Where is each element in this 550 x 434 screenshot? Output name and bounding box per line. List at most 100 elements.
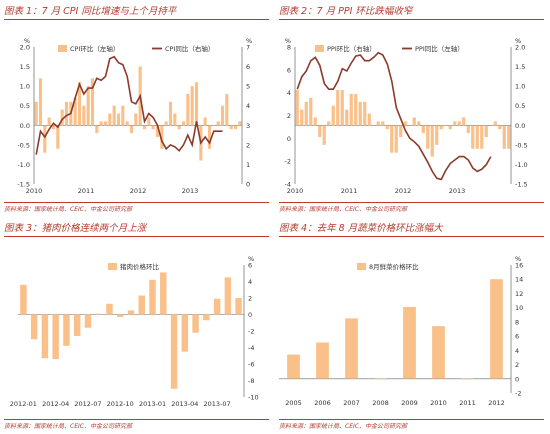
legend-swatch-bar xyxy=(315,45,324,52)
bar xyxy=(224,277,232,315)
bar xyxy=(127,310,135,315)
bar xyxy=(475,125,479,149)
bar xyxy=(168,101,173,126)
bar xyxy=(121,105,125,126)
y-tick-label-right: -10 xyxy=(248,394,259,402)
bar xyxy=(77,82,82,126)
y-tick-label-right: -1.0 xyxy=(515,161,528,169)
bar xyxy=(238,121,242,126)
y-tick-label-left: 1.0 xyxy=(20,83,30,91)
bar xyxy=(86,86,90,126)
y-tick-label-right: 4 xyxy=(246,102,250,110)
bar xyxy=(220,105,225,126)
y-unit-right: % xyxy=(248,255,254,263)
chart-panel-ppi: 图表 2：7 月 PPI 环比跌幅收窄 8 6 4 2 0 -2 -4 2.0 1.5 1.0 0.… xyxy=(275,0,550,217)
bar xyxy=(73,97,77,126)
bar xyxy=(471,125,475,149)
chart-svg: 6 4 2 0 -2 -4 -6 -8 -10% 2012-01 2012-04 2012-07 201… xyxy=(10,255,259,408)
bar xyxy=(41,314,49,359)
y-tick-label-right: 7 xyxy=(246,44,250,52)
y-unit-left: % xyxy=(285,37,291,45)
chart-svg: 8 6 4 2 0 -2 -4 2.0 1.5 1.0 0.5 0.0 -0.5 -1.0 -1.5% % 20… xyxy=(285,37,528,195)
y-tick-label-left: 2.0 xyxy=(20,44,30,52)
bar xyxy=(349,93,353,126)
bar xyxy=(207,125,212,149)
chart-svg: 2.0 1.5 1.0 0.5 0.0 -0.5 -1.0 -1.5 7 6 5 4 3 2 1 0% % 201… xyxy=(17,37,252,195)
bar xyxy=(502,125,506,149)
bar xyxy=(304,101,308,126)
legend-label-bar: 8月鲜菜价格环比 xyxy=(369,262,419,271)
x-tick-label: 2013-01 xyxy=(139,400,166,408)
chart-source: 资料来源：国家统计局、CEIC、中金公司研究部 xyxy=(279,206,407,213)
y-tick-label-right: 0 xyxy=(248,311,252,319)
bar xyxy=(225,93,229,126)
bar xyxy=(340,90,344,126)
bar xyxy=(90,78,95,126)
y-tick-label-right: 6 xyxy=(246,63,250,71)
y-tick-label-right: -6 xyxy=(248,361,254,369)
y-tick-label-right: 3 xyxy=(246,122,250,130)
bar xyxy=(327,121,331,126)
bar xyxy=(313,117,317,126)
bar xyxy=(439,125,443,130)
bar xyxy=(435,125,439,145)
bar xyxy=(412,117,416,126)
bar xyxy=(235,298,242,315)
bar xyxy=(30,314,38,340)
x-tick-label: 2012-01 xyxy=(10,400,37,408)
x-tick-label: 2011 xyxy=(341,187,358,195)
x-tick-label: 2007 xyxy=(343,399,360,407)
y-tick-label-right: 4 xyxy=(515,347,519,355)
bar xyxy=(331,105,335,126)
bar xyxy=(147,117,151,126)
chart-title: 图表 4：去年 8 月蔬菜价格环比涨幅大 xyxy=(279,223,443,234)
bar xyxy=(507,125,511,149)
y-tick-label-left: -0.5 xyxy=(17,141,30,149)
y-tick-label-right: 8 xyxy=(515,318,519,326)
bar xyxy=(151,125,155,130)
y-tick-label-right: 16 xyxy=(515,262,523,270)
bar xyxy=(164,121,168,126)
x-tick-label: 2012 xyxy=(130,187,147,195)
bar xyxy=(203,314,210,321)
bar xyxy=(34,101,38,126)
x-tick-label: 2011 xyxy=(459,399,476,407)
bar xyxy=(52,314,59,360)
bar xyxy=(212,125,216,126)
bar xyxy=(345,318,358,379)
y-tick-label-right: 10 xyxy=(515,304,523,312)
bar xyxy=(403,121,407,126)
bar xyxy=(490,279,503,379)
legend-label-bar: PPI环比（右轴） xyxy=(327,44,376,53)
x-tick-label: 2013 xyxy=(449,187,466,195)
legend-label-line: PPI同比（左轴） xyxy=(415,44,464,53)
bar xyxy=(117,314,124,317)
bar xyxy=(73,314,81,336)
bar xyxy=(295,90,299,126)
bar xyxy=(95,125,99,134)
x-tick-label: 2010 xyxy=(26,187,43,195)
bar xyxy=(173,113,177,126)
y-tick-label-right: 0.0 xyxy=(515,122,525,130)
bar xyxy=(390,125,394,153)
bar xyxy=(194,82,199,126)
y-unit-left: % xyxy=(24,37,30,45)
bar xyxy=(461,378,474,380)
y-unit-right: % xyxy=(515,255,521,263)
bar xyxy=(64,101,69,126)
bar xyxy=(190,86,194,126)
bar xyxy=(125,121,129,126)
bar xyxy=(358,101,362,126)
bar xyxy=(426,125,430,149)
chart-panel-vegetable: 图表 4：去年 8 月蔬菜价格环比涨幅大 16 14 12 10 8 6 4 2 0 -2% 200… xyxy=(275,217,550,434)
bar xyxy=(394,125,398,153)
y-tick-label-left: -1.5 xyxy=(17,181,30,189)
x-tick-label: 2010 xyxy=(287,187,304,195)
bar xyxy=(84,314,92,328)
bar xyxy=(444,125,448,126)
legend-label-bar: 猪肉价格环比 xyxy=(120,262,160,271)
y-tick-label-right: 0 xyxy=(515,375,519,383)
bar xyxy=(181,121,186,126)
x-tick-label: 2012-04 xyxy=(42,400,69,408)
x-tick-label: 2010 xyxy=(430,399,447,407)
